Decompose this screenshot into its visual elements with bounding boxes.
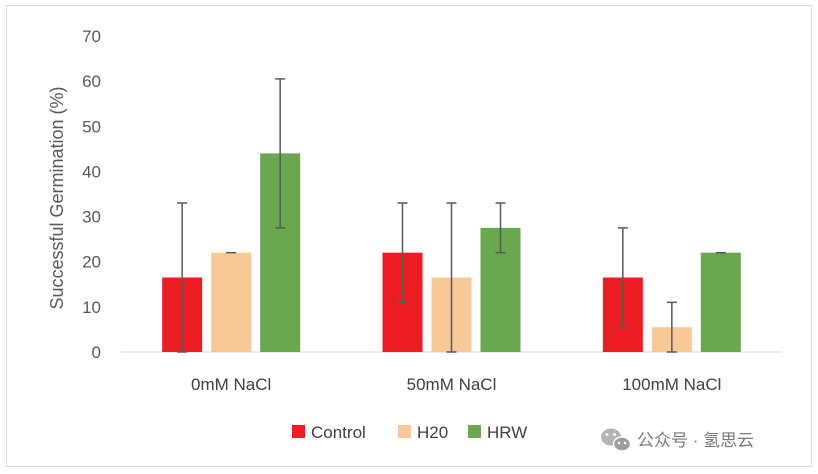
y-tick-label: 50 (82, 117, 101, 136)
legend-label: HRW (487, 423, 527, 442)
legend-swatch (292, 425, 305, 438)
wechat-icon (601, 428, 632, 452)
category-labels: 0mM NaCl 50mM NaCl 100mM NaCl (191, 375, 721, 394)
error-bar-control-2 (397, 202, 408, 304)
legend-label: Control (311, 423, 366, 442)
category-label: 0mM NaCl (191, 375, 271, 394)
y-tick-label: 0 (92, 343, 101, 362)
y-axis-label: Successful Germination (%) (47, 86, 67, 309)
bar-h20-1 (211, 252, 252, 352)
error-bar-h20-2 (446, 202, 457, 353)
y-tick-label: 30 (82, 208, 101, 227)
category-label: 100mM NaCl (622, 375, 721, 394)
error-bar-control-3 (617, 227, 628, 328)
error-bar-hrw-1 (275, 78, 286, 229)
y-tick-label: 20 (82, 253, 101, 272)
legend-item-control: Control (292, 423, 366, 442)
legend: Control H20 HRW (292, 423, 527, 442)
bar-hrw-3 (700, 252, 741, 352)
error-bar-control-1 (177, 202, 188, 353)
legend-item-h20: H20 (398, 423, 448, 442)
y-tick-label: 60 (82, 72, 101, 91)
legend-label: H20 (417, 423, 448, 442)
y-tick-label: 10 (82, 298, 101, 317)
y-tick-label: 70 (82, 27, 101, 46)
category-label: 50mM NaCl (407, 375, 497, 394)
watermark: 公众号 · 氢思云 (601, 428, 754, 452)
legend-swatch (398, 425, 411, 438)
error-bar-h20-3 (666, 301, 677, 353)
y-axis-ticks: 0 10 20 30 40 50 60 70 (82, 27, 101, 362)
legend-item-hrw: HRW (468, 423, 527, 442)
watermark-text: 公众号 · 氢思云 (637, 431, 754, 450)
y-tick-label: 40 (82, 162, 101, 181)
chart-frame (6, 5, 812, 467)
legend-swatch (468, 425, 481, 438)
error-bars-group (177, 78, 726, 353)
error-bar-hrw-2 (495, 202, 506, 254)
